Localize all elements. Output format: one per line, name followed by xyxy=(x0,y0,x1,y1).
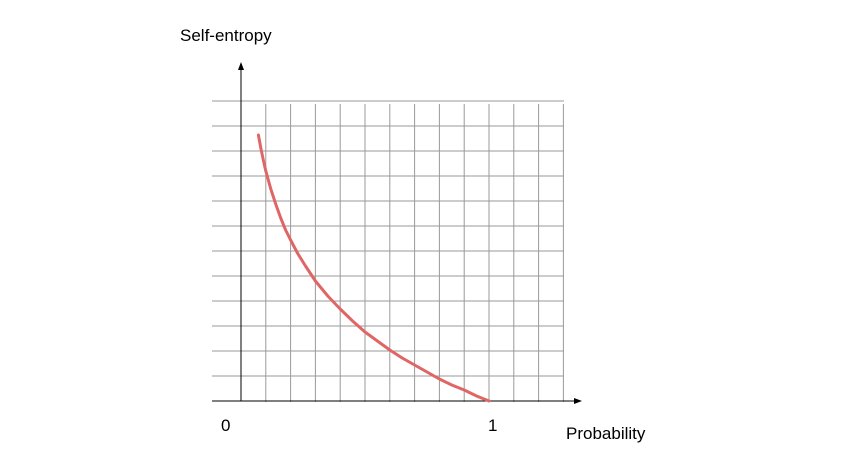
grid xyxy=(212,100,564,402)
x-axis-label: Probability xyxy=(566,424,646,443)
x-tick-label-0: 0 xyxy=(221,416,230,435)
y-axis-arrow-icon xyxy=(238,62,244,70)
axes xyxy=(212,62,582,404)
x-tick-label-1: 1 xyxy=(488,416,497,435)
x-axis-arrow-icon xyxy=(574,398,582,404)
y-axis-label: Self-entropy xyxy=(180,26,272,45)
series-line-self-entropy xyxy=(256,133,491,403)
